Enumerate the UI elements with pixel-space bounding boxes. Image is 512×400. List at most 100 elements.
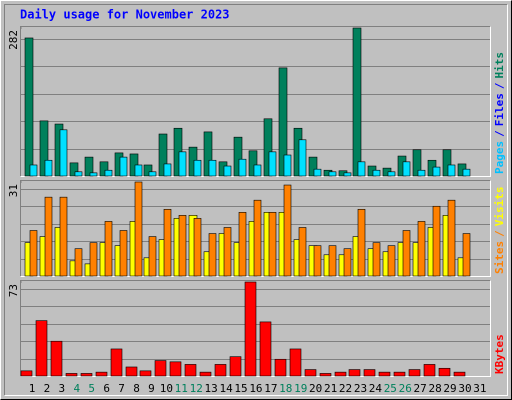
bar bbox=[462, 233, 471, 277]
x-tick-label: 7 bbox=[118, 382, 125, 395]
x-tick-label: 16 bbox=[249, 382, 262, 395]
x-tick-label: 12 bbox=[190, 382, 203, 395]
bar bbox=[447, 199, 456, 277]
bar bbox=[253, 164, 262, 177]
bar bbox=[50, 340, 63, 377]
x-tick-label: 28 bbox=[428, 382, 441, 395]
x-tick-label: 27 bbox=[414, 382, 427, 395]
panel-border bbox=[20, 280, 491, 377]
bar bbox=[447, 164, 456, 177]
panel-border bbox=[20, 180, 491, 277]
bar bbox=[357, 208, 366, 277]
bar bbox=[274, 358, 287, 377]
bar bbox=[203, 131, 213, 177]
bar bbox=[223, 227, 232, 277]
bar bbox=[238, 212, 247, 277]
bar bbox=[214, 364, 227, 377]
bar bbox=[417, 221, 426, 277]
x-tick-label: 18 bbox=[279, 382, 292, 395]
bar bbox=[432, 205, 441, 277]
bar bbox=[372, 242, 381, 277]
bar bbox=[29, 164, 38, 177]
bar bbox=[423, 364, 436, 377]
x-tick-label: 3 bbox=[59, 382, 66, 395]
bar bbox=[304, 369, 317, 377]
bar bbox=[298, 139, 307, 177]
bar bbox=[253, 199, 262, 277]
bar bbox=[199, 371, 212, 377]
x-tick-label: 24 bbox=[369, 382, 383, 395]
bar bbox=[278, 67, 288, 177]
x-tick-label: 20 bbox=[309, 382, 322, 395]
bar bbox=[223, 165, 232, 177]
frame-inner bbox=[4, 4, 508, 396]
bar bbox=[134, 181, 143, 277]
bar bbox=[119, 156, 128, 177]
bar bbox=[352, 27, 362, 177]
x-tick-label: 26 bbox=[399, 382, 412, 395]
bar bbox=[283, 184, 292, 277]
x-tick-label: 23 bbox=[354, 382, 367, 395]
bar bbox=[268, 151, 277, 177]
x-tick-label: 11 bbox=[175, 382, 188, 395]
x-tick-label: 4 bbox=[73, 382, 80, 395]
x-tick-label: 14 bbox=[219, 382, 233, 395]
bar bbox=[387, 245, 396, 277]
panel-border bbox=[20, 26, 491, 177]
bar bbox=[59, 196, 68, 277]
bar bbox=[104, 169, 113, 177]
bar bbox=[184, 364, 197, 377]
bar bbox=[80, 373, 93, 377]
bar bbox=[328, 171, 337, 177]
bar bbox=[328, 245, 337, 277]
panel-border bbox=[20, 280, 491, 377]
x-tick-label: 30 bbox=[458, 382, 471, 395]
x-tick-label: 19 bbox=[294, 382, 307, 395]
bar bbox=[143, 164, 153, 177]
panel-border bbox=[20, 26, 491, 177]
bar bbox=[438, 367, 451, 377]
bar bbox=[417, 169, 426, 177]
bar bbox=[343, 172, 352, 177]
bar bbox=[402, 230, 411, 277]
bar bbox=[69, 162, 79, 177]
bar bbox=[357, 161, 366, 177]
bar bbox=[298, 227, 307, 277]
y-tick-label: 31 bbox=[7, 184, 20, 197]
y-tick-label: 282 bbox=[7, 30, 20, 50]
bar bbox=[313, 245, 322, 277]
x-tick-label: 1 bbox=[29, 382, 36, 395]
bar bbox=[74, 248, 83, 277]
bar bbox=[154, 360, 167, 377]
bar bbox=[193, 159, 202, 177]
bar bbox=[453, 371, 466, 377]
bar bbox=[259, 321, 272, 377]
bar bbox=[44, 196, 53, 277]
bar bbox=[89, 172, 98, 177]
bar bbox=[432, 166, 441, 177]
bar bbox=[110, 348, 123, 377]
bar bbox=[402, 161, 411, 177]
bar bbox=[44, 159, 53, 177]
legend-label: Pages bbox=[493, 141, 506, 174]
bar bbox=[208, 159, 217, 177]
x-tick-label: 29 bbox=[443, 382, 456, 395]
bar bbox=[462, 168, 471, 177]
panel-border bbox=[20, 180, 491, 277]
bar bbox=[313, 168, 322, 177]
x-tick-label: 17 bbox=[264, 382, 277, 395]
bar bbox=[178, 151, 187, 177]
bar bbox=[233, 136, 243, 177]
bar bbox=[308, 156, 318, 177]
bar bbox=[334, 371, 347, 377]
bar bbox=[248, 150, 258, 177]
bar bbox=[169, 361, 182, 377]
bar bbox=[268, 212, 277, 277]
x-tick-label: 5 bbox=[88, 382, 95, 395]
x-tick-label: 6 bbox=[103, 382, 110, 395]
bar bbox=[244, 281, 257, 377]
x-tick-label: 31 bbox=[473, 382, 486, 395]
legend-label: / bbox=[493, 230, 506, 237]
x-tick-label: 2 bbox=[44, 382, 51, 395]
